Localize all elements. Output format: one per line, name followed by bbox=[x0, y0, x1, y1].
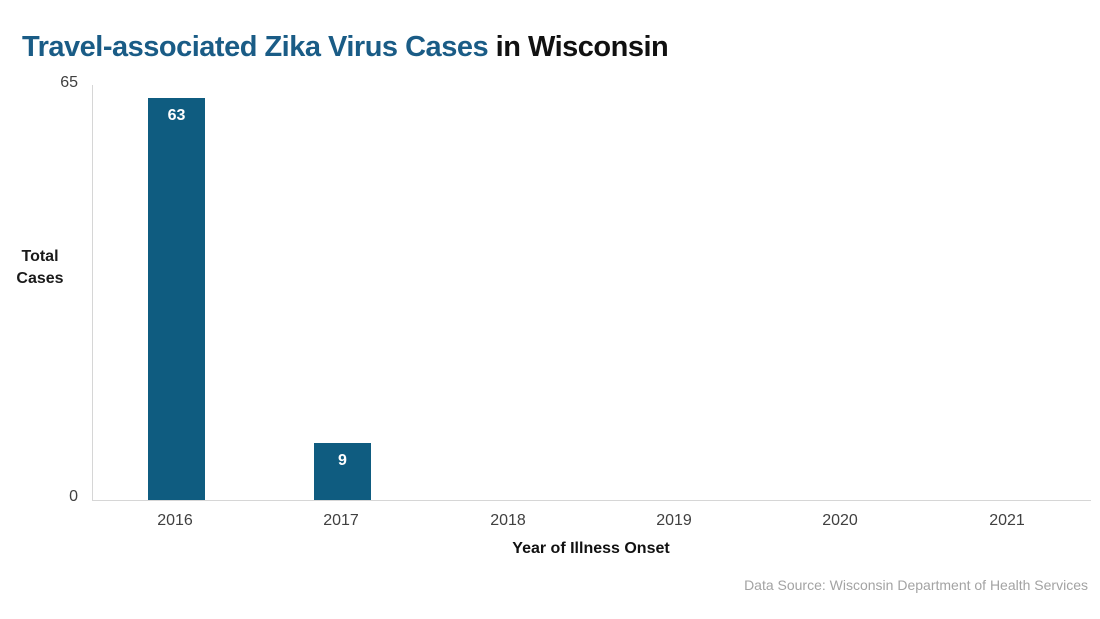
y-axis-title: Total Cases bbox=[16, 248, 64, 287]
x-axis-tick-2016: 2016 bbox=[157, 512, 193, 529]
bar-value-label-2016: 63 bbox=[167, 107, 186, 124]
chart-title: Travel-associated Zika Virus Cases in Wi… bbox=[22, 31, 669, 64]
y-axis-tick-max: 65 bbox=[60, 74, 78, 91]
y-axis-tick-min: 0 bbox=[69, 488, 78, 505]
x-axis-tick-2021: 2021 bbox=[989, 512, 1025, 529]
x-axis-tick-2018: 2018 bbox=[490, 512, 526, 529]
bar-2017: 9 bbox=[314, 443, 371, 500]
x-ticks-row: 2016 2017 2018 2019 2020 2021 bbox=[92, 512, 1090, 532]
x-axis-tick-2017: 2017 bbox=[323, 512, 359, 529]
data-source-note: Data Source: Wisconsin Department of Hea… bbox=[744, 577, 1088, 593]
plot-area: 63 9 bbox=[92, 85, 1091, 501]
chart-title-rest: in Wisconsin bbox=[488, 31, 669, 64]
x-axis-tick-2020: 2020 bbox=[822, 512, 858, 529]
x-axis-tick-2019: 2019 bbox=[656, 512, 692, 529]
bar-value-label-2017: 9 bbox=[338, 452, 347, 469]
x-axis-title: Year of Illness Onset bbox=[512, 540, 670, 557]
chart-title-highlight: Travel-associated Zika Virus Cases bbox=[22, 31, 489, 64]
bar-2016: 63 bbox=[148, 98, 205, 500]
